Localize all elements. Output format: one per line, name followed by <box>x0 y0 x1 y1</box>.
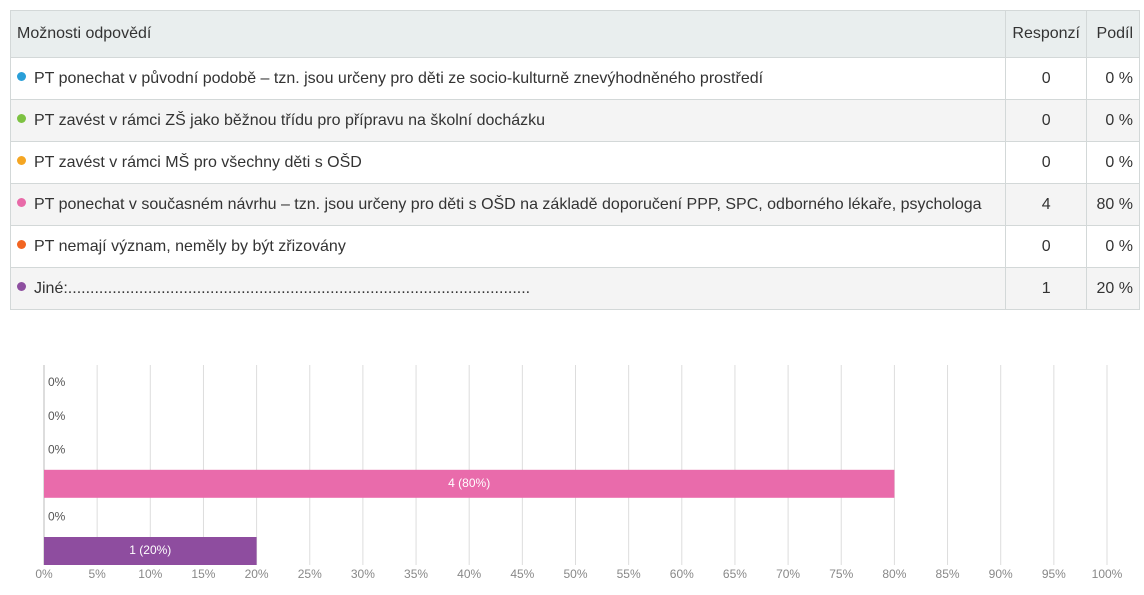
option-label: PT zavést v rámci MŠ pro všechny děti s … <box>34 153 362 171</box>
x-tick-label: 95% <box>1042 567 1066 581</box>
option-cell: PT zavést v rámci ZŠ jako běžnou třídu p… <box>9 99 1007 142</box>
x-tick-label: 30% <box>351 567 375 581</box>
bar <box>44 469 895 498</box>
x-tick-label: 45% <box>510 567 534 581</box>
x-tick-label: 70% <box>776 567 800 581</box>
x-tick-label: 65% <box>723 567 747 581</box>
header-row: Možnosti odpovědí Responzí Podíl <box>9 10 1140 58</box>
x-tick-label: 75% <box>829 567 853 581</box>
x-tick-label: 25% <box>298 567 322 581</box>
option-label: PT ponechat v současném návrhu – tzn. js… <box>34 195 982 213</box>
x-tick-label: 50% <box>563 567 587 581</box>
bar-label: 0% <box>48 375 66 389</box>
header-cell: Responzí <box>1005 10 1087 58</box>
responses-cell: 0 <box>1005 225 1087 268</box>
x-tick-label: 40% <box>457 567 481 581</box>
x-tick-label: 85% <box>936 567 960 581</box>
x-tick-label: 0% <box>35 567 53 581</box>
option-cell: PT nemají význam, neměly by být zřizován… <box>9 225 1007 268</box>
chart: 0% 5% 10% 15% 20% 25% 30% 35% 40% 45% 50% 55% 60% 65%… <box>35 365 1123 581</box>
table-row: PT zavést v rámci MŠ pro všechny děti s … <box>9 141 1140 184</box>
table-row: PT ponechat v původní podobě – tzn. jsou… <box>9 57 1140 100</box>
x-tick-label: 15% <box>191 567 215 581</box>
x-tick-label: 10% <box>138 567 162 581</box>
option-label: Jiné:...................................… <box>34 279 531 297</box>
bar <box>44 537 257 565</box>
table-row: PT zavést v rámci ZŠ jako běžnou třídu p… <box>9 99 1140 142</box>
x-tick-label: 20% <box>245 567 269 581</box>
responses-cell: 0 <box>1005 99 1087 142</box>
header-cell: Možnosti odpovědí <box>9 10 1007 58</box>
option-cell: PT ponechat v současném návrhu – tzn. js… <box>9 183 1007 226</box>
share-cell: 20 % <box>1086 267 1140 310</box>
share-cell: 80 % <box>1086 183 1140 226</box>
share-cell: 0 % <box>1086 99 1140 142</box>
color-dot <box>17 71 26 81</box>
bar-label: 4 (80%) <box>448 476 490 490</box>
bar-label: 1 (20%) <box>129 543 171 557</box>
bar-label: 0% <box>48 442 66 456</box>
x-tick-label: 60% <box>670 567 694 581</box>
bar-label: 0% <box>48 409 66 423</box>
header-cell: Podíl <box>1086 10 1140 58</box>
responses-cell: 0 <box>1005 57 1087 100</box>
color-dot <box>17 197 26 207</box>
responses-cell: 4 <box>1005 183 1087 226</box>
option-label: PT zavést v rámci ZŠ jako běžnou třídu p… <box>34 111 546 129</box>
x-tick-label: 5% <box>88 567 106 581</box>
table-row: Jiné:...................................… <box>9 267 1140 310</box>
x-tick-label: 35% <box>404 567 428 581</box>
table-row: PT nemají význam, neměly by být zřizován… <box>9 225 1140 268</box>
color-dot <box>17 239 26 249</box>
responses-cell: 0 <box>1005 141 1087 184</box>
option-label: PT ponechat v původní podobě – tzn. jsou… <box>34 69 764 87</box>
share-cell: 0 % <box>1086 225 1140 268</box>
x-tick-label: 55% <box>617 567 641 581</box>
table-row: PT ponechat v současném návrhu – tzn. js… <box>9 183 1140 226</box>
x-tick-label: 90% <box>989 567 1013 581</box>
option-cell: PT zavést v rámci MŠ pro všechny děti s … <box>9 141 1007 184</box>
x-tick-label: 100% <box>1092 567 1123 581</box>
option-cell: Jiné:...................................… <box>9 267 1007 310</box>
color-dot <box>17 281 26 291</box>
color-dot <box>17 155 26 165</box>
responses-cell: 1 <box>1005 267 1087 310</box>
color-dot <box>17 113 26 123</box>
results-table: Možnosti odpovědí Responzí Podíl PT pone… <box>9 10 1140 310</box>
x-tick-label: 80% <box>882 567 906 581</box>
bar-label: 0% <box>48 510 66 524</box>
option-cell: PT ponechat v původní podobě – tzn. jsou… <box>9 57 1007 100</box>
table-body: PT ponechat v původní podobě – tzn. jsou… <box>9 57 1140 310</box>
share-cell: 0 % <box>1086 57 1140 100</box>
option-label: PT nemají význam, neměly by být zřizován… <box>34 237 346 255</box>
share-cell: 0 % <box>1086 141 1140 184</box>
